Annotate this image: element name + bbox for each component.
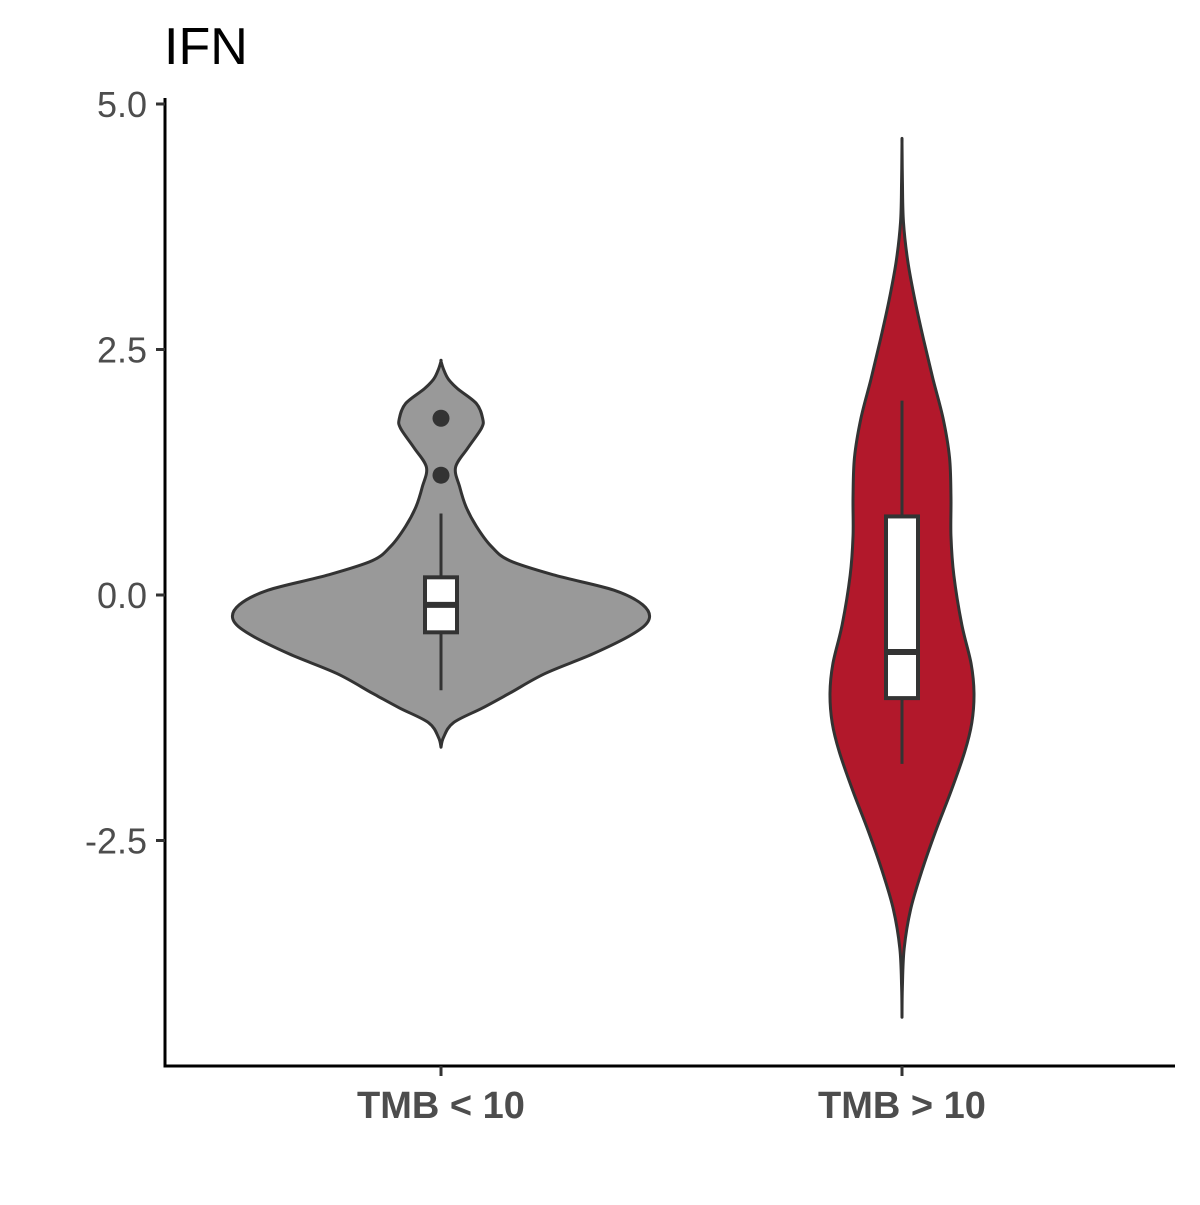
x-tick-label: TMB < 10 bbox=[357, 1085, 525, 1127]
y-tick-label: 0.0 bbox=[97, 575, 147, 616]
plot-area bbox=[230, 136, 976, 1019]
outlier-point-tmb-low bbox=[432, 409, 450, 427]
violin-group-tmb-low bbox=[230, 358, 652, 749]
x-tick-label: TMB > 10 bbox=[818, 1085, 986, 1127]
box-tmb-high bbox=[884, 514, 920, 701]
y-tick-label: -2.5 bbox=[85, 821, 147, 862]
axes: 5.0 2.5 0.0 -2.5 TMB < 10 TMB > 10 bbox=[85, 84, 1175, 1127]
violin-group-tmb-high bbox=[828, 136, 976, 1019]
chart-title: IFN bbox=[164, 18, 248, 76]
y-tick-label: 5.0 bbox=[97, 84, 147, 125]
outlier-point-tmb-low bbox=[432, 466, 450, 484]
y-tick-label: 2.5 bbox=[97, 330, 147, 371]
